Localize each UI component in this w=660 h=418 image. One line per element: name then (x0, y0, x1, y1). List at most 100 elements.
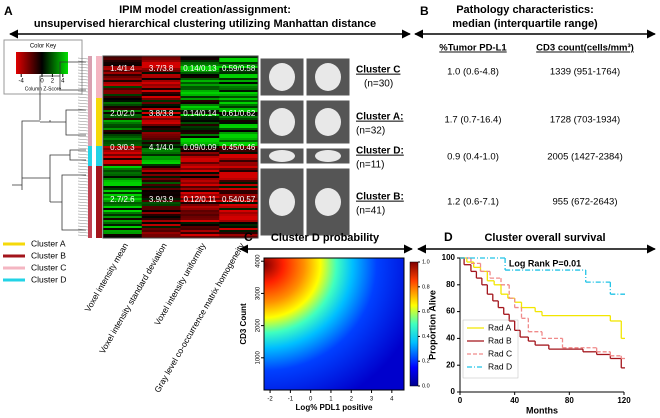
dendrogram-leaf (77, 165, 89, 168)
color-key-bar (16, 52, 68, 74)
plot-frame (263, 257, 405, 391)
heatmap-row (141, 84, 181, 87)
heatmap-row (180, 182, 220, 185)
tumor-blob (269, 108, 295, 136)
heatmap-row (141, 114, 181, 117)
heatmap-row (141, 194, 181, 197)
heatmap-row (103, 74, 143, 77)
heatmap-row (180, 110, 220, 113)
x-tick-label: 2 (350, 397, 354, 403)
heatmap-row (103, 110, 143, 113)
heatmap-row (219, 144, 259, 147)
heatmap-row (219, 158, 259, 161)
heatmap-row (180, 166, 220, 169)
heatmap-row (141, 136, 181, 139)
cluster-strip (88, 98, 92, 146)
heatmap-row (180, 154, 220, 157)
heatmap-row (219, 98, 259, 101)
heatmap-row (219, 182, 259, 185)
dendrogram-leaf (77, 129, 89, 132)
heatmap-row (141, 142, 181, 145)
heatmap-row (141, 230, 181, 233)
heatmap-row (219, 136, 259, 139)
heatmap-row (180, 174, 220, 177)
heatmap-row (141, 100, 181, 103)
cell-label: 0.54/0.57 (222, 195, 256, 204)
heatmap-row (219, 160, 259, 163)
heatmap-row (141, 222, 181, 225)
heatmap-row (180, 164, 220, 167)
heatmap-row (219, 126, 259, 129)
heatmap-row (219, 170, 259, 173)
dendrogram (12, 61, 86, 231)
dendrogram-leaf (77, 225, 89, 228)
heatmap-row (103, 60, 143, 63)
heatmap-row (141, 152, 181, 155)
heatmap-row (141, 172, 181, 175)
tumor-blob (315, 188, 341, 216)
heatmap-row (103, 212, 143, 215)
heatmap-row (180, 178, 220, 181)
y-axis-label: Proportion Alive (427, 290, 437, 360)
table-cell: 1728 (703-1934) (550, 115, 620, 126)
heatmap-row (103, 142, 143, 145)
dendrogram-leaf (77, 213, 89, 216)
heatmap-row (219, 230, 259, 233)
heatmap-row (180, 138, 220, 141)
cluster-strip (96, 166, 102, 238)
heatmap-row (219, 162, 259, 165)
heatmap-row (141, 214, 181, 217)
dendrogram-leaf (77, 96, 89, 99)
heatmap-row (180, 236, 220, 239)
colorbar-tick-label: 1.0 (422, 259, 430, 265)
heatmap-row (180, 78, 220, 81)
heatmap-row (219, 166, 259, 169)
heatmap-row (180, 228, 220, 231)
heatmap-row (180, 60, 220, 63)
heatmap-row (180, 216, 220, 219)
y-tick-label: 3000 (256, 286, 262, 300)
colorbar-tick-label: 0.6 (422, 309, 430, 315)
heatmap-row (180, 218, 220, 221)
dendrogram-leaf (77, 210, 89, 213)
legend-label: Cluster D (31, 274, 66, 284)
heatmap-row (141, 146, 181, 149)
heatmap-row (103, 156, 143, 159)
heatmap-row (103, 68, 143, 71)
heatmap-row (180, 84, 220, 87)
cell-label: 0.12/0.11 (183, 195, 216, 204)
heatmap-row (219, 200, 259, 203)
heatmap-row (180, 56, 220, 59)
cell-label: 0.14/0.14 (183, 109, 217, 118)
heatmap-row (180, 142, 220, 145)
heatmap-row (103, 160, 143, 163)
dendrogram-leaf (77, 234, 89, 237)
heatmap-row (141, 176, 181, 179)
heatmap-row (141, 182, 181, 185)
heatmap-row (180, 86, 220, 89)
heatmap-row (141, 166, 181, 169)
x-tick-label: 120 (617, 396, 631, 405)
heatmap-row (103, 128, 143, 131)
heatmap-row (141, 108, 181, 111)
heatmap-row (180, 148, 220, 151)
heatmap-row (180, 104, 220, 107)
heatmap-row (141, 188, 181, 191)
heatmap-row (180, 204, 220, 207)
heatmap-row (103, 196, 143, 199)
heatmap-row (103, 98, 143, 101)
heatmap-row (141, 156, 181, 159)
heatmap-row (219, 148, 259, 151)
y-tick-label: 4000 (256, 254, 262, 268)
heatmap-row (141, 150, 181, 153)
heatmap-row (103, 146, 143, 149)
table-cell: 2005 (1427-2384) (547, 152, 623, 163)
heatmap-row (219, 94, 259, 97)
heatmap-row (103, 56, 143, 59)
x-tick-label: 0 (309, 397, 313, 403)
heatmap-row (219, 72, 259, 75)
heatmap-row (103, 218, 143, 221)
panel-letter: C (244, 230, 253, 244)
x-axis-label: Months (526, 405, 558, 415)
heatmap-row (141, 218, 181, 221)
